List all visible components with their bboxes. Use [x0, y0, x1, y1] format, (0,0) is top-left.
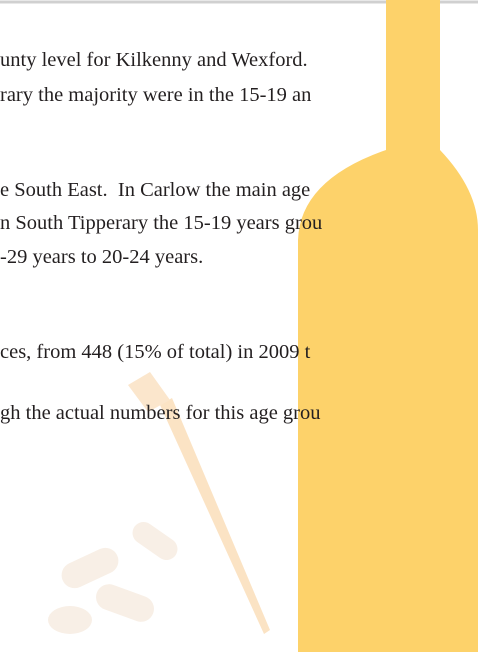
text-line: gh the actual numbers for this age grou: [0, 401, 321, 425]
text-line: -29 years to 20-24 years.: [0, 245, 203, 269]
text-line: e South East. In Carlow the main age: [0, 178, 310, 202]
pill: [92, 581, 157, 626]
pill: [48, 606, 92, 634]
pill: [128, 518, 182, 565]
bottle: [298, 0, 478, 652]
text-line: unty level for Kilkenny and Wexford.: [0, 48, 308, 72]
page: {"lines": [ "unty level for Kilkenny and…: [0, 0, 478, 652]
pills: [48, 518, 182, 634]
text-line: rary the majority were in the 15-19 an: [0, 83, 311, 107]
syringe: [160, 398, 270, 634]
text-line: n South Tipperary the 15-19 years grou: [0, 211, 322, 235]
text-line: ces, from 448 (15% of total) in 2009 t: [0, 340, 310, 364]
